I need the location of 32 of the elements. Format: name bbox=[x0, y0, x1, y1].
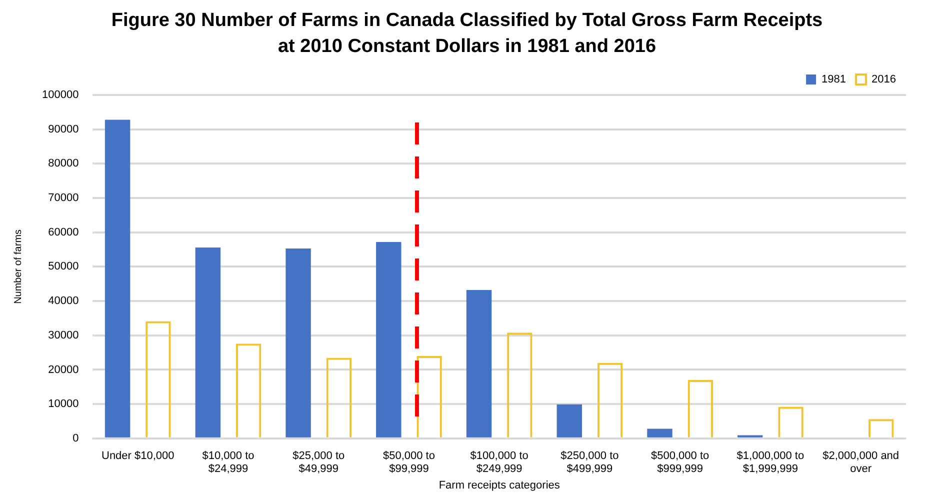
y-tick-label: 60000 bbox=[48, 226, 79, 238]
bar bbox=[286, 248, 311, 438]
y-tick-label: 70000 bbox=[48, 192, 79, 204]
bar bbox=[104, 120, 130, 438]
legend-label: 2016 bbox=[872, 74, 896, 86]
x-tick-label: $25,000 to $49,999 bbox=[292, 450, 345, 476]
y-tick-label: 90000 bbox=[48, 123, 79, 136]
bar bbox=[195, 247, 221, 438]
y-tick-label: 50000 bbox=[48, 260, 79, 273]
y-tick-label: 100000 bbox=[42, 89, 79, 102]
y-tick-label: 20000 bbox=[48, 364, 79, 376]
x-axis-title: Farm receipts categories bbox=[438, 479, 560, 492]
legend-label: 1981 bbox=[822, 74, 846, 86]
bar bbox=[466, 290, 492, 438]
x-tick-label: $1,000,000 to $1,999,999 bbox=[736, 450, 804, 476]
x-tick-label: $2,000,000 and over bbox=[822, 450, 900, 476]
y-tick-label: 0 bbox=[72, 432, 79, 444]
bar bbox=[647, 428, 672, 438]
x-tick-label: $250,000 to $499,999 bbox=[560, 450, 619, 476]
y-tick-label: 30000 bbox=[48, 329, 79, 342]
x-tick-label: $500,000 to $999,999 bbox=[651, 450, 710, 476]
x-tick-label: Under $10,000 bbox=[102, 450, 174, 462]
y-tick-label: 40000 bbox=[48, 295, 79, 308]
y-tick-label: 10000 bbox=[48, 398, 79, 410]
y-axis-title: Number of farms bbox=[12, 229, 24, 304]
bar bbox=[556, 404, 582, 438]
bar bbox=[376, 242, 402, 438]
x-tick-label: $50,000 to $99,999 bbox=[382, 450, 435, 476]
x-tick-label: $100,000 to $249,999 bbox=[470, 450, 528, 476]
y-tick-label: 80000 bbox=[48, 158, 79, 170]
x-tick-label: $10,000 to $24,999 bbox=[202, 450, 254, 476]
chart-title: Figure 30 Number of Farms in Canada Classified by Total Gross Farm Receipts at 2010 Constant Dollars in 1981 and 2016 bbox=[110, 9, 824, 59]
